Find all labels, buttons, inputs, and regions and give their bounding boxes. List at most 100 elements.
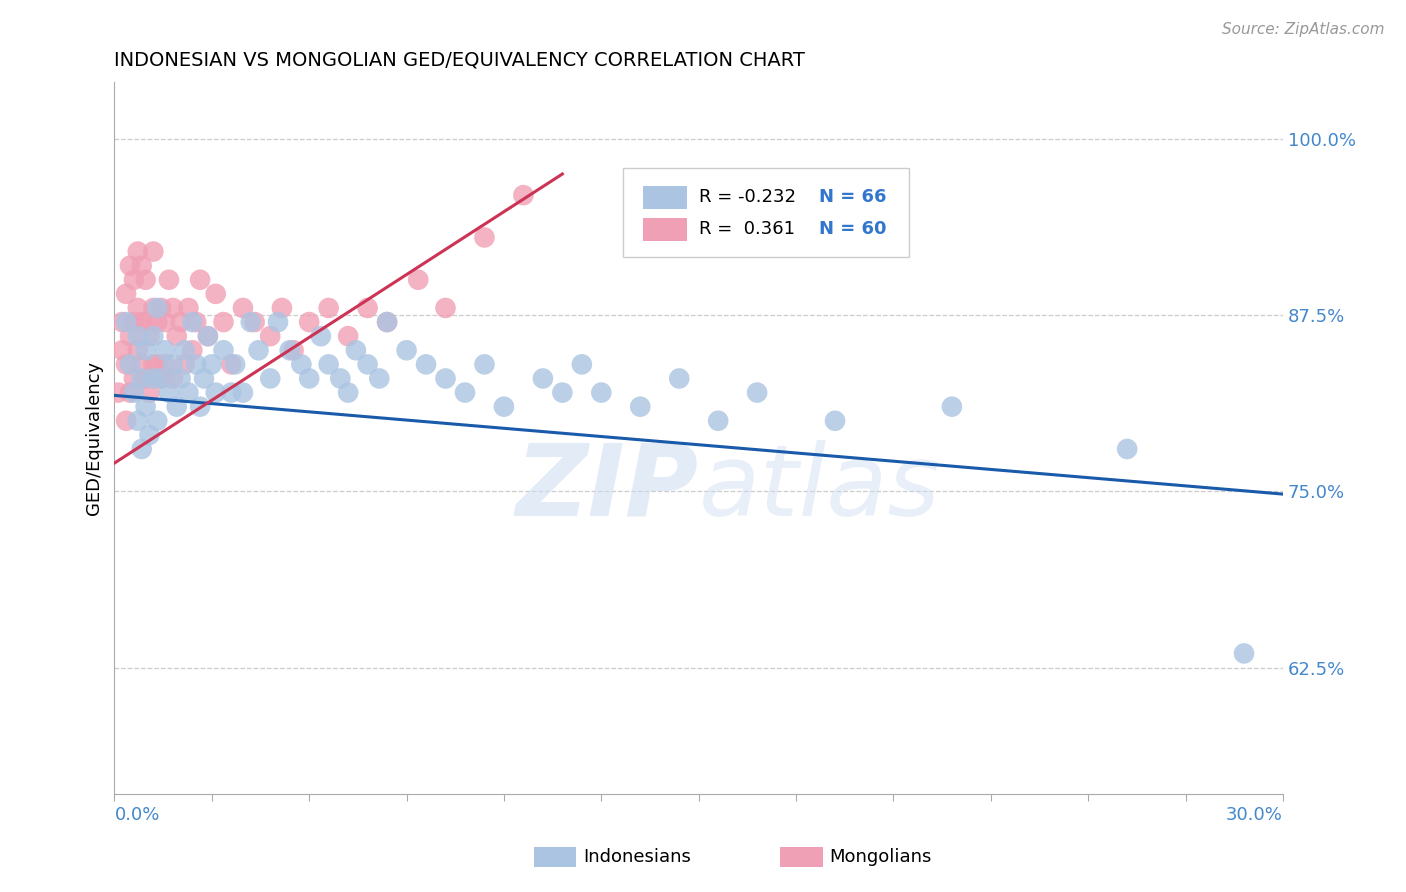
Point: [142, 301, 165, 315]
FancyBboxPatch shape: [643, 219, 688, 241]
Point: [150, 371, 173, 385]
Point: [188, 273, 211, 287]
Point: [197, 329, 219, 343]
Point: [122, 385, 145, 400]
Point: [162, 301, 184, 315]
Point: [135, 273, 157, 287]
Point: [707, 414, 730, 428]
Point: [153, 357, 176, 371]
Point: [177, 301, 200, 315]
Point: [115, 315, 138, 329]
Point: [531, 371, 554, 385]
Point: [337, 329, 360, 343]
Point: [309, 329, 332, 343]
Point: [406, 273, 429, 287]
Point: [111, 343, 134, 358]
Text: 30.0%: 30.0%: [1226, 805, 1284, 823]
Point: [131, 357, 153, 371]
Point: [115, 414, 138, 428]
Point: [232, 385, 254, 400]
Point: [415, 357, 437, 371]
Point: [186, 315, 208, 329]
Point: [628, 400, 651, 414]
Point: [135, 400, 157, 414]
Point: [131, 442, 153, 456]
Point: [166, 329, 188, 343]
Point: [474, 357, 496, 371]
Point: [492, 400, 515, 414]
Point: [131, 259, 153, 273]
Text: INDONESIAN VS MONGOLIAN GED/EQUIVALENCY CORRELATION CHART: INDONESIAN VS MONGOLIAN GED/EQUIVALENCY …: [114, 51, 806, 70]
Point: [745, 385, 768, 400]
Point: [259, 329, 281, 343]
Point: [127, 329, 149, 343]
Point: [434, 371, 457, 385]
Point: [122, 315, 145, 329]
Point: [375, 315, 398, 329]
Point: [298, 371, 321, 385]
Point: [259, 371, 281, 385]
Point: [551, 385, 574, 400]
Point: [512, 188, 534, 202]
Point: [267, 315, 290, 329]
Point: [271, 301, 294, 315]
Point: [247, 343, 270, 358]
Point: [138, 329, 160, 343]
Point: [150, 301, 173, 315]
Point: [318, 357, 340, 371]
Text: N = 60: N = 60: [820, 220, 887, 238]
Text: Source: ZipAtlas.com: Source: ZipAtlas.com: [1222, 22, 1385, 37]
Point: [138, 385, 160, 400]
Point: [941, 400, 963, 414]
Point: [173, 357, 195, 371]
Point: [356, 357, 378, 371]
Point: [146, 414, 169, 428]
Point: [1233, 647, 1256, 661]
Point: [197, 329, 219, 343]
Point: [181, 343, 204, 358]
Point: [169, 371, 191, 385]
Point: [219, 385, 242, 400]
Text: R = -0.232: R = -0.232: [699, 188, 796, 206]
Point: [173, 343, 195, 358]
Point: [146, 357, 169, 371]
Point: [150, 371, 173, 385]
Point: [166, 400, 188, 414]
Point: [224, 357, 246, 371]
Point: [298, 315, 321, 329]
Point: [153, 343, 176, 358]
FancyBboxPatch shape: [623, 168, 910, 257]
Point: [177, 385, 200, 400]
Point: [571, 357, 593, 371]
Point: [162, 357, 184, 371]
Point: [668, 371, 690, 385]
Point: [591, 385, 613, 400]
Point: [375, 315, 398, 329]
Point: [395, 343, 418, 358]
Text: Indonesians: Indonesians: [583, 848, 692, 866]
Point: [434, 301, 457, 315]
Text: N = 66: N = 66: [820, 188, 887, 206]
Point: [239, 315, 262, 329]
Text: 0.0%: 0.0%: [114, 805, 160, 823]
Point: [127, 301, 149, 315]
Text: atlas: atlas: [699, 440, 941, 537]
Point: [188, 400, 211, 414]
Text: Mongolians: Mongolians: [830, 848, 932, 866]
Point: [142, 329, 165, 343]
Point: [219, 357, 242, 371]
Point: [474, 230, 496, 244]
Point: [142, 357, 165, 371]
Point: [118, 259, 141, 273]
Point: [356, 301, 378, 315]
Point: [157, 273, 180, 287]
Point: [157, 385, 180, 400]
Point: [318, 301, 340, 315]
Point: [243, 315, 266, 329]
Point: [186, 357, 208, 371]
Point: [283, 343, 305, 358]
Point: [193, 371, 215, 385]
Point: [127, 414, 149, 428]
Point: [118, 385, 141, 400]
Point: [142, 371, 165, 385]
